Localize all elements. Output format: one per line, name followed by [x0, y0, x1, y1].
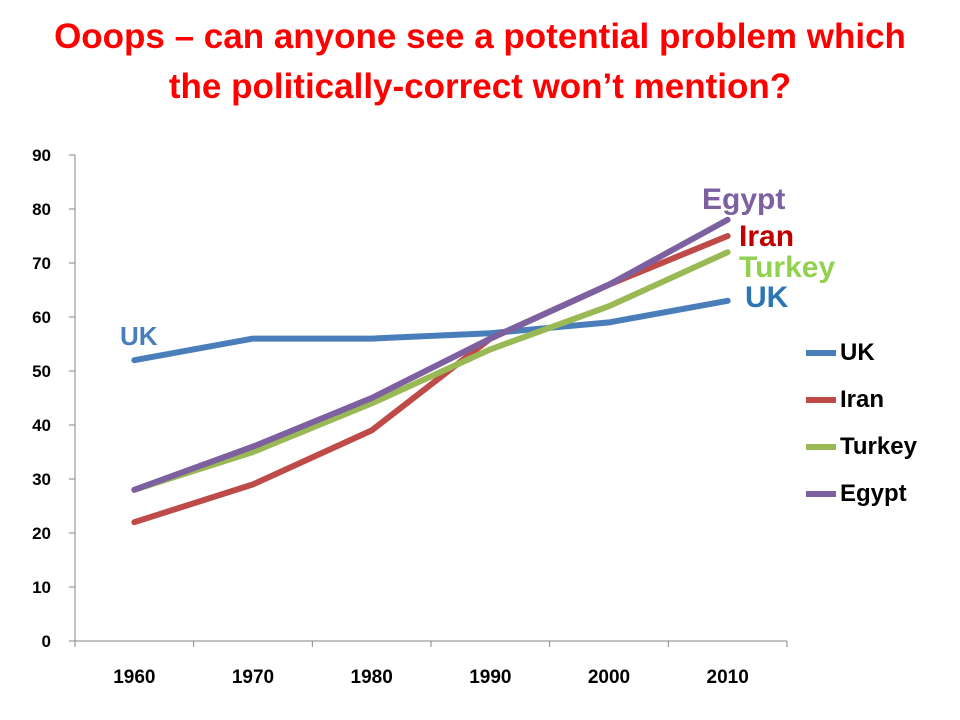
legend-swatch-egypt: [806, 490, 836, 497]
y-tick-label: 20: [32, 524, 51, 543]
x-tick-label: 1990: [469, 667, 511, 688]
chart-title-line-2: the politically-correct won’t mention?: [168, 67, 792, 106]
legend-label-uk: UK: [840, 338, 875, 366]
y-tick-label: 70: [32, 254, 51, 273]
legend-item-uk: UK: [806, 329, 917, 376]
legend-label-turkey: Turkey: [840, 432, 917, 460]
series-line-egypt: [131, 216, 731, 493]
chart-title: Ooops – can anyone see a potential probl…: [0, 12, 960, 112]
legend-item-turkey: Turkey: [806, 423, 917, 470]
annotation-egypt: Egypt: [702, 183, 785, 216]
y-tick-label: 30: [32, 470, 51, 489]
chart-legend: UK Iran Turkey Egypt: [806, 329, 917, 517]
x-tick-label: 1980: [351, 667, 393, 688]
x-tick-label: 1960: [113, 667, 155, 688]
y-tick-label: 90: [32, 146, 51, 165]
legend-label-egypt: Egypt: [840, 479, 907, 507]
annotation-uk: UK: [745, 281, 789, 314]
series-line-uk: [131, 297, 731, 364]
legend-swatch-iran: [806, 396, 836, 403]
x-tick-label: 1970: [232, 667, 274, 688]
chart-title-line-1: Ooops – can anyone see a potential probl…: [54, 17, 906, 56]
legend-label-iran: Iran: [840, 385, 885, 413]
annotation-turkey: Turkey: [739, 251, 835, 284]
legend-swatch-turkey: [806, 443, 836, 450]
legend-item-iran: Iran: [806, 376, 917, 423]
y-tick-label: 50: [32, 362, 51, 381]
legend-swatch-uk: [806, 349, 836, 356]
annotation-uk: UK: [120, 321, 158, 351]
y-tick-label: 40: [32, 416, 51, 435]
series-line-turkey: [131, 249, 731, 493]
x-tick-label: 2000: [588, 667, 630, 688]
y-tick-label: 80: [32, 200, 51, 219]
y-tick-label: 10: [32, 578, 51, 597]
y-tick-label: 60: [32, 308, 51, 327]
x-tick-label: 2010: [707, 667, 749, 688]
annotation-iran: Iran: [739, 220, 794, 253]
legend-item-egypt: Egypt: [806, 470, 917, 517]
y-tick-label: 0: [42, 632, 51, 651]
